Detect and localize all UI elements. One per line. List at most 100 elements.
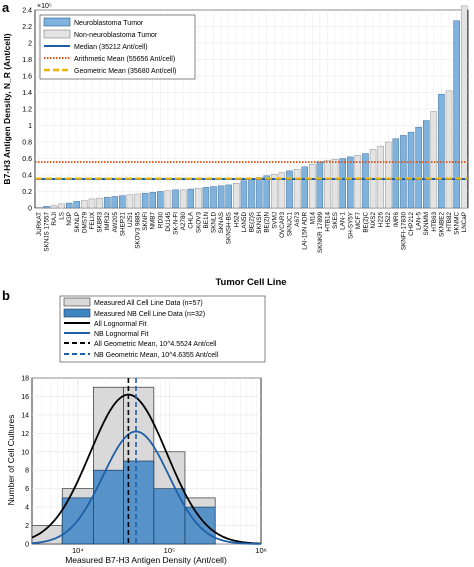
panel-b-x-axis-label: Measured B7-H3 Antigen Density (Ant/cell… [65, 555, 227, 565]
panel-a-y-axis-label: B7-H3 Antigen Density, N_R (Ant/cell) [2, 33, 12, 184]
bar [301, 166, 308, 209]
panel-a-legend: Neuroblastoma Tumor Non-neuroblastoma Tu… [39, 14, 196, 80]
panel-b-y-ticks: 0 2 4 6 8 10 12 14 16 18 [21, 376, 29, 549]
bar [233, 183, 240, 209]
bar [293, 169, 301, 209]
bar [271, 173, 278, 209]
panel-a-y-exponent: ×10⁵ [37, 3, 52, 10]
nb-lognormal-fit-curve [31, 430, 262, 545]
bar [240, 180, 248, 209]
y-tick-label: 1.4 [22, 90, 32, 97]
x-tick-label: IMR6 [393, 212, 400, 228]
x-tick-label: SKNAS [218, 212, 225, 233]
bar [407, 131, 415, 209]
x-tick-label: SKNJC1 [286, 212, 293, 237]
y-tick-label: 2.4 [22, 8, 32, 15]
x-tick-label: SKOV3 [195, 212, 202, 233]
x-tick-label: SHEP21 [119, 212, 126, 237]
x-tick-label: SKNFI [142, 212, 149, 231]
x-tick-label: SH-SY5Y [347, 211, 354, 239]
legend-label-arithmetic-mean: Arithmetic Mean (55656 Ant/cell) [74, 56, 175, 63]
x-tick-label: LAI-15N ADR [302, 212, 309, 250]
x-tick-label: RD30 [157, 212, 164, 229]
bar [96, 197, 103, 209]
x-tick-label: 10⁶ [255, 546, 266, 555]
bar [50, 205, 58, 209]
x-tick-label: SKNFI-17830 [400, 212, 407, 251]
y-tick-label: 1 [28, 123, 32, 130]
bar [316, 161, 324, 209]
x-tick-label: SVMJ [271, 212, 278, 229]
x-tick-label: OVCAR3 [279, 212, 286, 238]
bar [309, 164, 316, 209]
bar [111, 196, 119, 209]
y-tick-label: 1.2 [22, 107, 32, 114]
bar [65, 202, 73, 209]
x-tick-label: SKNBE2 [438, 212, 445, 237]
x-tick-label: SKNJS 17557 [43, 212, 50, 252]
y-tick-label: 1.8 [22, 57, 32, 64]
y-tick-label: 2 [25, 523, 29, 530]
panel-b-geometric-mean-lines [127, 378, 137, 544]
legend-label-all-geo-mean: All Geometric Mean, 10^4.5524 Ant/cell [94, 341, 217, 348]
bar [58, 203, 65, 209]
legend-label-median: Median (35212 Ant/cell) [74, 44, 148, 51]
x-tick-label: SKOV3 9885 [135, 212, 142, 249]
bar [126, 194, 134, 209]
x-tick-label: DU145 [165, 212, 172, 232]
bar [255, 177, 263, 209]
x-tick-label: CHLA [188, 211, 195, 229]
x-tick-label: IMR32 [104, 212, 111, 231]
x-tick-label: SKNSH [256, 212, 263, 234]
bar [73, 201, 81, 209]
x-tick-label: 10⁴ [72, 546, 84, 555]
legend-swatch-neuroblastoma [43, 17, 71, 27]
bar [179, 189, 187, 209]
y-tick-label: 0 [25, 542, 29, 549]
x-tick-label: SKES [332, 212, 339, 229]
legend-label-neuroblastoma: Neuroblastoma Tumor [74, 20, 144, 27]
x-tick-label: MCF7 [355, 212, 362, 230]
bar [202, 187, 210, 209]
x-tick-label: NMB7 [150, 212, 157, 230]
bar [415, 126, 422, 209]
bar [195, 187, 202, 209]
bar [248, 178, 255, 209]
panel-a-label: a [2, 0, 10, 15]
panel-b-fit-curves [31, 393, 262, 545]
y-tick-label: 0.4 [22, 173, 32, 180]
bar [324, 159, 331, 209]
x-tick-label: LAN-5 [416, 212, 423, 230]
y-tick-label: 14 [21, 412, 29, 419]
panel-a-x-axis-label: Tumor Cell Line [215, 277, 286, 288]
panel-b-legend-box [59, 295, 266, 363]
bar [35, 206, 43, 209]
bar [460, 5, 468, 209]
bar [331, 159, 339, 209]
bar [438, 93, 445, 209]
legend-label-nb-fit: NB Lognormal Fit [94, 331, 149, 338]
y-tick-label: 0 [28, 206, 32, 213]
x-tick-label: SKNLP [74, 212, 81, 233]
bar [43, 206, 50, 209]
bar [422, 120, 430, 209]
x-tick-label: HTB14 [324, 212, 331, 232]
panel-a-y-ticks: 0 0.2 0.4 0.6 0.8 1 1.2 1.4 1.6 1.8 2 2.2 2.4 [22, 8, 32, 213]
x-tick-label: LAN-1 [340, 212, 347, 230]
x-tick-label: NGP [66, 212, 73, 226]
x-tick-label: H522 [385, 212, 392, 228]
bar [217, 185, 225, 209]
x-tick-label: SKNMC [454, 212, 461, 235]
x-tick-label: 10⁵ [164, 546, 175, 555]
bar [445, 90, 453, 209]
legend-label-nb-geo-mean: NB Geometric Mean, 10^4.6355 Ant/cell [94, 352, 219, 359]
panel-b-y-axis-label: Number of Cell Cultures [6, 415, 16, 506]
x-tick-label: BE(2)S [249, 212, 256, 232]
bar [263, 175, 270, 209]
bar [81, 200, 88, 209]
bar [134, 193, 141, 209]
bar [172, 189, 179, 209]
bar [157, 191, 164, 209]
x-tick-label: HTB63 [431, 212, 438, 232]
x-tick-label: SKNMM [423, 212, 430, 235]
